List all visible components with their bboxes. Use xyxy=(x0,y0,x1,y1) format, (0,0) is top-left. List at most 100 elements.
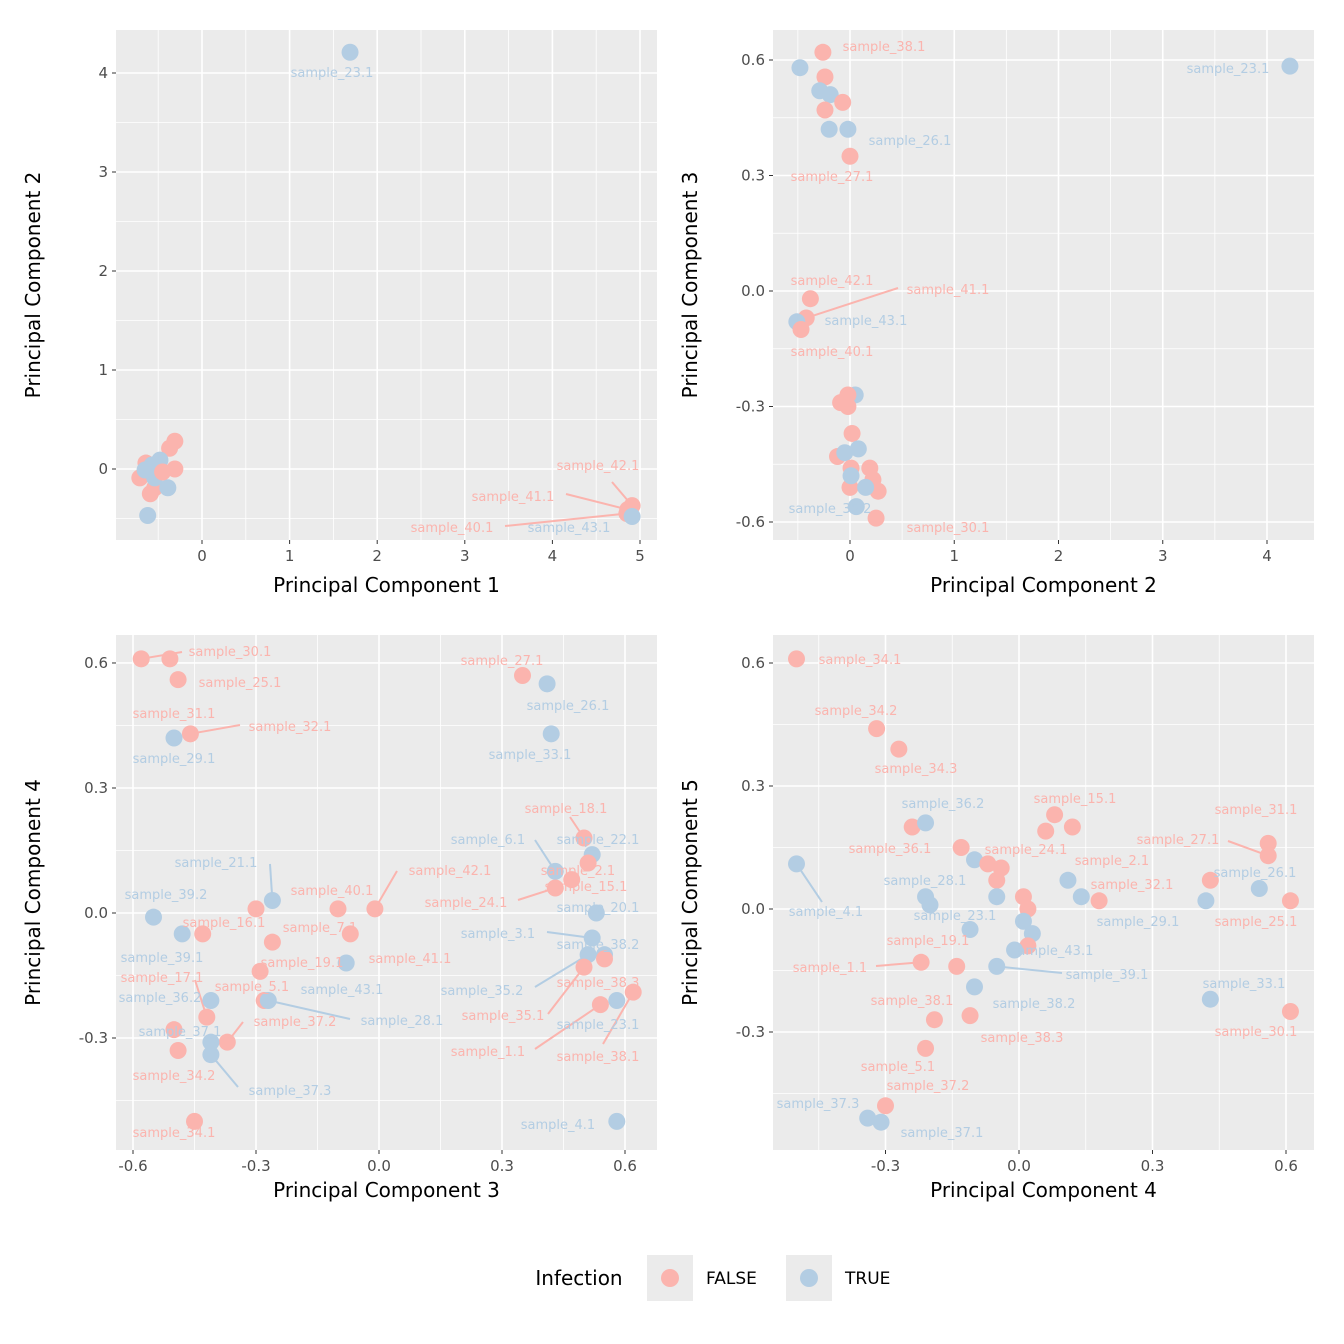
point-labels: sample_30.1 sample_31.1 sample_25.1 sample_… xyxy=(119,645,640,1141)
tick-label-x: 2 xyxy=(372,547,382,565)
data-point-false xyxy=(948,957,966,975)
panel-2: 0 1 2 3 4 -0.6 -0.3 0.0 0.3 0.6 Principal Componen… xyxy=(678,30,1314,597)
data-point-true xyxy=(139,507,157,525)
data-point-false xyxy=(198,1008,216,1026)
point-label: sample_6.1 xyxy=(451,833,525,848)
point-label: sample_37.1 xyxy=(139,1025,222,1040)
point-label: sample_23.1 xyxy=(557,1018,640,1033)
tick-label-y: 0.3 xyxy=(741,167,765,185)
data-point-true xyxy=(583,929,601,947)
point-label: sample_37.2 xyxy=(887,1079,970,1094)
legend-label-true: TRUE xyxy=(844,1269,890,1289)
legend-label-false: FALSE xyxy=(706,1269,757,1289)
point-label: sample_30.1 xyxy=(907,521,990,536)
data-point-false xyxy=(843,424,861,442)
data-point-false xyxy=(575,829,593,847)
data-point-false xyxy=(263,933,281,951)
point-label: sample_38.1 xyxy=(843,40,926,55)
point-label: sample_28.1 xyxy=(884,874,967,889)
data-point-true xyxy=(1281,57,1299,75)
data-point-true xyxy=(857,478,875,496)
point-label: sample_34.2 xyxy=(815,704,898,719)
data-point-false xyxy=(1259,834,1277,852)
panel-background xyxy=(116,635,657,1150)
tick-label-y: 0.6 xyxy=(741,51,765,69)
data-point-true xyxy=(872,1113,890,1131)
data-point-false xyxy=(514,666,531,684)
data-point-false xyxy=(868,720,886,738)
point-label: sample_41.1 xyxy=(907,283,990,298)
data-point-true xyxy=(1250,880,1268,897)
tick-label-x: -0.3 xyxy=(871,1157,900,1175)
data-point-true xyxy=(988,957,1006,975)
tick-label-x: 0.6 xyxy=(1274,1157,1298,1175)
points xyxy=(788,43,1299,527)
tick-label-x: 0 xyxy=(197,547,207,565)
data-point-false xyxy=(912,953,930,971)
point-label: sample_43.1 xyxy=(528,521,611,536)
data-point-false xyxy=(161,650,179,668)
data-point-true xyxy=(1197,892,1215,910)
tick-label-x: 0.3 xyxy=(490,1157,514,1175)
point-label: sample_34.2 xyxy=(133,1069,216,1084)
label-segments xyxy=(805,287,899,319)
point-label: sample_34.1 xyxy=(819,653,902,668)
tick-label-x: 0.0 xyxy=(367,1157,391,1175)
y-axis-title: Principal Component 4 xyxy=(21,779,45,1006)
tick-label-x: 0.6 xyxy=(613,1157,637,1175)
point-label: sample_29.1 xyxy=(133,752,216,767)
data-point-false xyxy=(563,871,581,889)
points xyxy=(788,650,1299,1131)
point-label: sample_2.1 xyxy=(541,864,615,879)
data-point-false xyxy=(1046,806,1064,824)
label-segment xyxy=(565,493,628,511)
data-point-true xyxy=(165,729,183,747)
point-label: sample_35.2 xyxy=(441,984,524,999)
data-point-false xyxy=(903,818,921,836)
tick-label-x: 4 xyxy=(1262,547,1272,565)
data-point-true xyxy=(608,992,626,1010)
point-label: sample_3.1 xyxy=(461,927,535,942)
point-label: sample_1.1 xyxy=(451,1045,525,1060)
point-label: sample_26.1 xyxy=(1214,866,1297,881)
data-point-true xyxy=(1006,941,1024,959)
point-label: sample_40.1 xyxy=(411,521,494,536)
tick-label-x: 0.0 xyxy=(1007,1157,1031,1175)
legend: Infection FALSE TRUE xyxy=(535,1255,890,1301)
data-point-true xyxy=(538,675,556,693)
y-axis-title: Principal Component 5 xyxy=(678,779,702,1006)
data-point-false xyxy=(1281,1003,1299,1020)
point-label: sample_2.1 xyxy=(1075,854,1149,869)
panel-1: 0 1 2 3 4 5 0 1 2 3 4 Principal Component 1 Principa… xyxy=(21,30,657,597)
data-point-false xyxy=(366,900,384,918)
point-label: sample_31.1 xyxy=(133,707,216,722)
data-point-false xyxy=(979,855,997,873)
point-label: sample_4.1 xyxy=(789,905,863,920)
point-label: sample_38.3 xyxy=(557,976,640,991)
point-label: sample_26.1 xyxy=(869,134,952,149)
data-point-true xyxy=(608,1112,626,1130)
label-segment xyxy=(534,953,589,988)
data-point-false xyxy=(341,925,359,943)
y-axis-title: Principal Component 3 xyxy=(678,172,702,399)
data-point-false xyxy=(579,854,597,872)
tick-label-y: 1 xyxy=(98,361,108,379)
legend-marker-false xyxy=(661,1269,679,1287)
label-segment xyxy=(534,1003,601,1050)
point-label: sample_39.1 xyxy=(1066,968,1149,983)
point-label: sample_15.1 xyxy=(545,880,628,895)
tick-label-y: -0.6 xyxy=(736,513,765,531)
point-label: sample_37.2 xyxy=(254,1015,337,1030)
data-point-false xyxy=(788,650,805,668)
data-point-false xyxy=(169,671,187,689)
data-point-true xyxy=(859,1109,877,1127)
point-label: sample_5.1 xyxy=(861,1060,935,1075)
point-labels: sample_23.1 sample_38.1 sample_26.1 sample_… xyxy=(789,40,1270,536)
data-point-false xyxy=(834,93,852,111)
data-point-false xyxy=(329,900,347,918)
point-label: sample_34.3 xyxy=(875,762,958,777)
point-label: sample_1.1 xyxy=(793,961,867,976)
data-point-false xyxy=(165,1021,183,1039)
point-label: sample_43.1 xyxy=(1011,944,1094,959)
